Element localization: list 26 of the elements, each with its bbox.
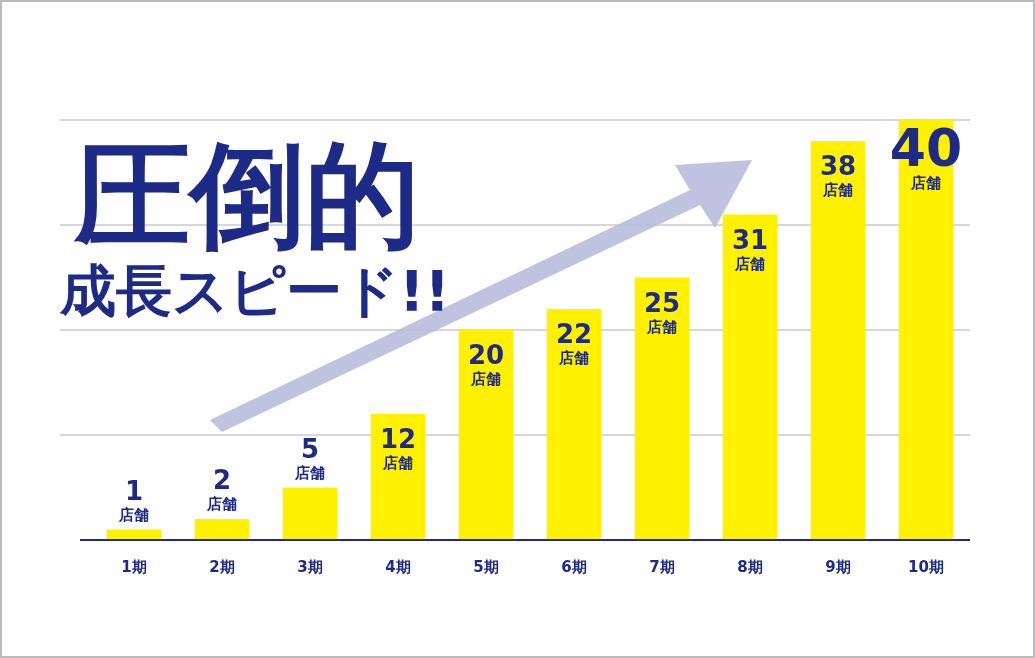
x-tick-label: 5期 xyxy=(473,558,499,576)
x-tick-label: 8期 xyxy=(737,558,763,576)
x-tick-label: 10期 xyxy=(908,558,944,576)
data-label: 25 店舗 xyxy=(643,287,681,336)
data-label: 5 店舗 xyxy=(294,433,325,482)
data-label: 2 店舗 xyxy=(206,465,237,513)
x-tick-label: 7期 xyxy=(649,558,675,576)
data-label: 1 店舗 xyxy=(118,475,149,524)
x-tick-label: 3期 xyxy=(297,558,323,576)
x-tick-label: 9期 xyxy=(825,558,851,576)
bar xyxy=(282,487,338,540)
bar xyxy=(458,330,514,540)
x-tick-label: 1期 xyxy=(121,558,147,576)
data-label: 22 店舗 xyxy=(555,319,593,367)
data-label: 20 店舗 xyxy=(467,340,505,388)
data-label: 38 店舗 xyxy=(819,151,857,199)
x-tick-label: 2期 xyxy=(209,558,235,576)
data-label: 31 店舗 xyxy=(731,224,769,273)
x-tick-label: 4期 xyxy=(385,558,411,576)
bar xyxy=(722,214,778,540)
x-tick-label: 6期 xyxy=(561,558,587,576)
bar xyxy=(194,519,250,540)
data-label: 12 店舗 xyxy=(379,424,417,472)
bar xyxy=(634,277,690,540)
bar xyxy=(810,141,866,540)
bar xyxy=(546,309,602,540)
